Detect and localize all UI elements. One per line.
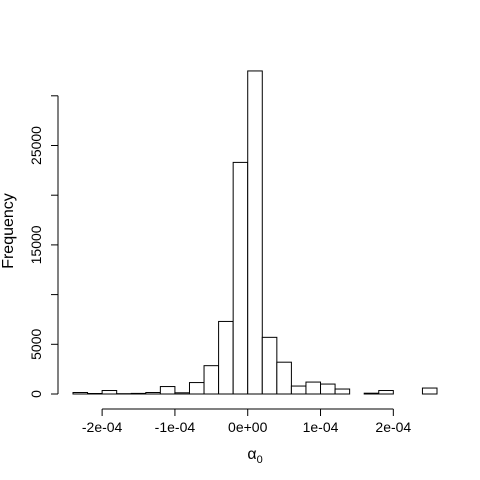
x-tick-label: 0e+00 xyxy=(228,419,268,435)
x-axis: -2e-04 -1e-04 0e+00 1e-04 2e-04 xyxy=(82,408,411,435)
histogram-bar xyxy=(159,386,176,395)
x-tick-label: -2e-04 xyxy=(82,419,123,435)
histogram-bar xyxy=(188,382,205,395)
histogram-bar xyxy=(130,392,147,395)
x-axis-title: α0 xyxy=(247,446,262,466)
histogram-bar xyxy=(261,336,278,395)
histogram-bar xyxy=(305,381,322,395)
histogram-bar xyxy=(378,390,394,395)
histogram-bar xyxy=(363,392,380,395)
histogram-bar xyxy=(145,392,161,395)
histogram-bar xyxy=(276,361,292,395)
x-tick-label: -1e-04 xyxy=(155,419,196,435)
histogram-bar xyxy=(218,320,234,395)
histogram-bar xyxy=(174,392,190,395)
histogram-bar xyxy=(290,385,307,395)
histogram-bar xyxy=(87,393,103,395)
x-tick-label: 2e-04 xyxy=(375,419,411,435)
y-tick-label: 15000 xyxy=(28,225,44,264)
histogram-bar xyxy=(203,365,220,395)
histogram-bar xyxy=(421,387,438,395)
y-tick-label: 5000 xyxy=(28,329,44,360)
y-tick-label: 25000 xyxy=(28,126,44,165)
y-tick-label: 0 xyxy=(28,390,44,398)
histogram-bar xyxy=(232,161,249,395)
histogram-bar xyxy=(334,388,351,395)
y-axis-title: Frequency xyxy=(0,193,17,269)
x-tick-label: 1e-04 xyxy=(303,419,339,435)
histogram-bar xyxy=(320,383,336,395)
histogram-bars xyxy=(72,70,438,395)
histogram-bar xyxy=(247,70,263,395)
y-axis: 0 5000 15000 25000 xyxy=(28,95,59,398)
histogram-bar xyxy=(101,390,118,395)
histogram-bar xyxy=(72,392,89,395)
